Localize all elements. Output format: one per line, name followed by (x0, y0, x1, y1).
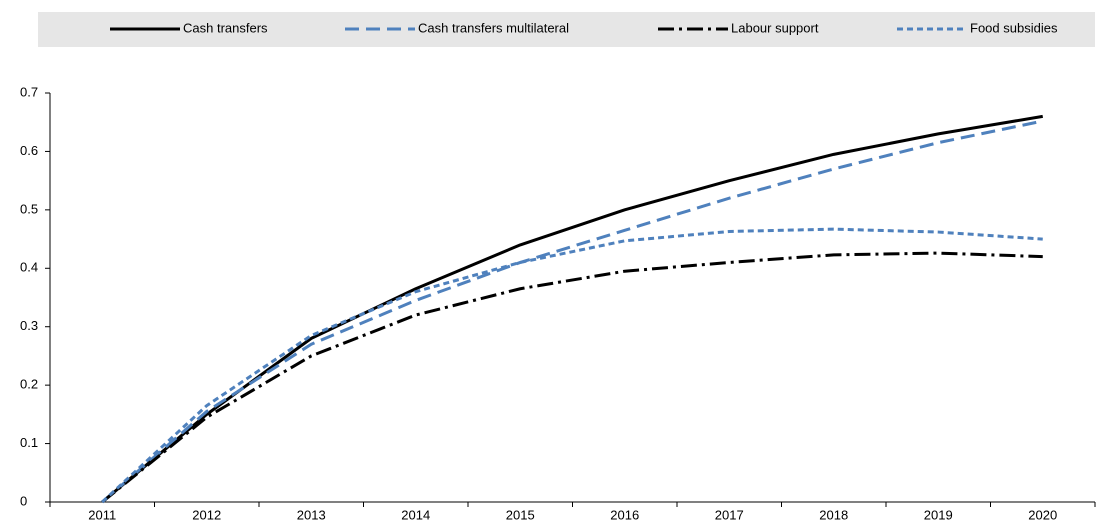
x-tick-label: 2019 (924, 507, 953, 522)
y-tick-label: 0.1 (20, 435, 38, 450)
y-tick-label: 0 (20, 493, 27, 508)
series-line (101, 119, 1044, 504)
y-tick-label: 0.4 (20, 260, 38, 275)
series-line (101, 114, 1043, 504)
legend-label: Cash transfers (183, 20, 268, 35)
x-tick-label: 2012 (192, 507, 221, 522)
x-tick-label: 2011 (88, 507, 116, 522)
x-tick-label: 2014 (401, 507, 430, 522)
legend-label: Labour support (731, 20, 819, 35)
y-tick-label: 0.2 (20, 377, 38, 392)
x-tick-label: 2018 (819, 507, 848, 522)
x-tick-label: 2015 (506, 507, 535, 522)
y-tick-label: 0.3 (20, 318, 38, 333)
legend-label: Food subsidies (970, 20, 1058, 35)
y-tick-label: 0.5 (20, 201, 38, 216)
x-tick-label: 2020 (1028, 507, 1057, 522)
series-line (101, 227, 1043, 504)
series-line (101, 251, 1043, 504)
x-tick-label: 2013 (297, 507, 326, 522)
y-tick-label: 0.6 (20, 143, 38, 158)
x-tick-label: 2017 (715, 507, 744, 522)
x-tick-label: 2016 (610, 507, 639, 522)
legend-label: Cash transfers multilateral (418, 20, 569, 35)
y-tick-label: 0.7 (20, 84, 38, 99)
